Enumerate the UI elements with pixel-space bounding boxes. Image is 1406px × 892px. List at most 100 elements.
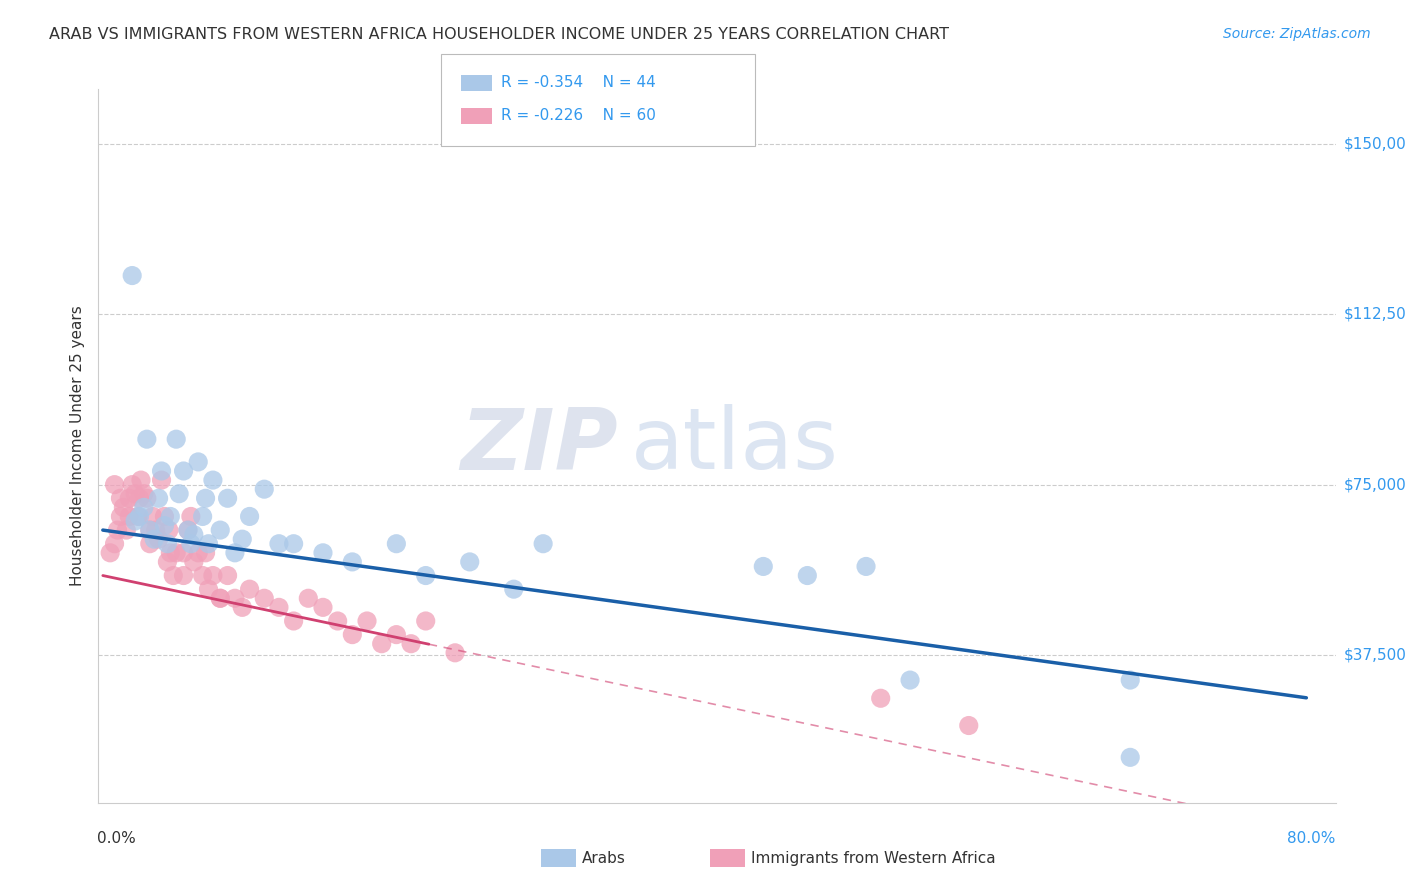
Point [312, 600, 335, 615]
Point [197, 582, 219, 597]
Point [148, 532, 170, 546]
Point [399, 637, 422, 651]
Point [209, 523, 232, 537]
Point [458, 555, 481, 569]
Point [165, 432, 187, 446]
Point [209, 591, 232, 606]
Point [796, 568, 818, 582]
Point [110, 509, 132, 524]
Point [342, 627, 364, 641]
Point [957, 718, 980, 732]
Point [156, 537, 179, 551]
Point [173, 568, 195, 582]
Point [312, 546, 335, 560]
Point [415, 568, 437, 582]
Point [444, 646, 467, 660]
Point [224, 546, 246, 560]
Point [253, 591, 276, 606]
Point [112, 500, 135, 515]
Point [162, 568, 184, 582]
Point [356, 614, 378, 628]
Point [150, 473, 173, 487]
Point [217, 568, 239, 582]
Point [194, 491, 217, 506]
Text: $75,000: $75,000 [1344, 477, 1406, 492]
Point [159, 509, 181, 524]
Point [209, 591, 232, 606]
Point [187, 455, 209, 469]
Point [103, 477, 125, 491]
Point [177, 523, 200, 537]
Point [153, 509, 176, 524]
Point [135, 491, 157, 506]
Point [869, 691, 891, 706]
Point [898, 673, 921, 687]
Text: Arabs: Arabs [582, 851, 626, 865]
Point [752, 559, 775, 574]
Point [180, 509, 202, 524]
Point [127, 509, 149, 524]
Point [150, 464, 173, 478]
Point [159, 546, 181, 560]
Point [135, 432, 157, 446]
Text: R = -0.226    N = 60: R = -0.226 N = 60 [501, 109, 655, 123]
Text: R = -0.354    N = 44: R = -0.354 N = 44 [501, 76, 655, 90]
Text: Source: ZipAtlas.com: Source: ZipAtlas.com [1223, 27, 1371, 41]
Text: $37,500: $37,500 [1344, 648, 1406, 663]
Text: 0.0%: 0.0% [97, 831, 136, 847]
Text: ZIP: ZIP [460, 404, 619, 488]
Point [139, 523, 162, 537]
Point [531, 537, 554, 551]
Point [231, 600, 253, 615]
Point [121, 477, 143, 491]
Text: Immigrants from Western Africa: Immigrants from Western Africa [751, 851, 995, 865]
Point [103, 537, 125, 551]
Point [98, 546, 121, 560]
Point [326, 614, 349, 628]
Point [165, 546, 187, 560]
Point [118, 491, 141, 506]
Point [143, 532, 166, 546]
Point [167, 487, 190, 501]
Point [502, 582, 524, 597]
Point [1119, 673, 1142, 687]
Point [239, 582, 262, 597]
Text: ARAB VS IMMIGRANTS FROM WESTERN AFRICA HOUSEHOLDER INCOME UNDER 25 YEARS CORRELA: ARAB VS IMMIGRANTS FROM WESTERN AFRICA H… [49, 27, 949, 42]
Point [191, 568, 214, 582]
Point [153, 518, 176, 533]
Point [201, 568, 224, 582]
Point [157, 523, 180, 537]
Point [142, 509, 165, 524]
Point [194, 546, 217, 560]
Point [148, 491, 170, 506]
Point [297, 591, 319, 606]
Point [283, 614, 305, 628]
Point [118, 509, 141, 524]
Point [855, 559, 877, 574]
Point [128, 509, 150, 524]
Point [183, 527, 205, 541]
Point [197, 537, 219, 551]
Point [187, 546, 209, 560]
Point [124, 487, 146, 501]
Point [110, 491, 132, 506]
Point [180, 537, 202, 551]
Text: atlas: atlas [630, 404, 838, 488]
Point [385, 537, 408, 551]
Point [217, 491, 239, 506]
Point [124, 514, 146, 528]
Point [177, 523, 200, 537]
Point [129, 473, 152, 487]
Point [139, 537, 162, 551]
Text: $112,500: $112,500 [1344, 307, 1406, 322]
Point [191, 509, 214, 524]
Point [267, 600, 290, 615]
Point [1119, 750, 1142, 764]
Y-axis label: Householder Income Under 25 years: Householder Income Under 25 years [69, 306, 84, 586]
Point [132, 500, 155, 515]
Point [342, 555, 364, 569]
Point [156, 555, 179, 569]
Point [121, 268, 143, 283]
Point [239, 509, 262, 524]
Point [415, 614, 437, 628]
